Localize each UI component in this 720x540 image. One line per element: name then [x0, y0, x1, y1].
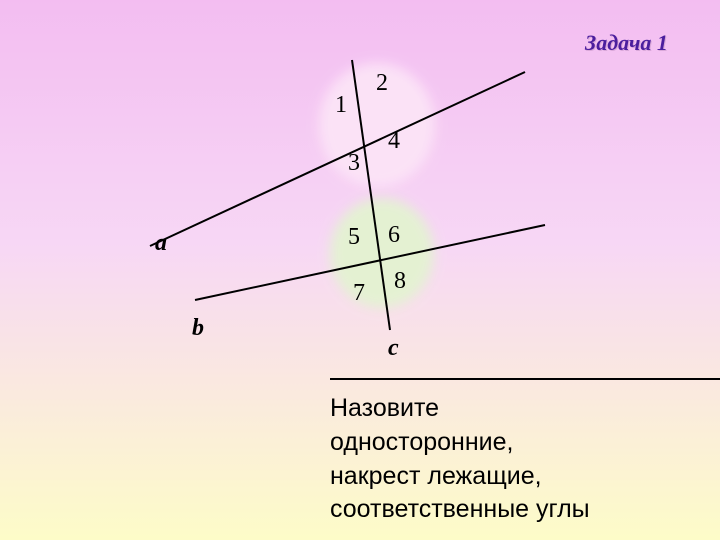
slide-content: Задача 1 a b c 1 2 3 4 5 6 7 8 Назовите …	[0, 0, 720, 540]
angle-1: 1	[335, 92, 347, 119]
angle-5: 5	[348, 224, 360, 251]
angle-7: 7	[353, 280, 365, 307]
task-title: Задача 1	[585, 30, 668, 56]
question-line: Назовите	[330, 392, 720, 426]
angle-6: 6	[388, 222, 400, 249]
label-line-b: b	[192, 315, 204, 342]
angle-8: 8	[394, 268, 406, 295]
question-line: накрест лежащие,	[330, 460, 720, 494]
angle-2: 2	[376, 70, 388, 97]
question-text: Назовите односторонние, накрест лежащие,…	[330, 392, 720, 527]
angle-3: 3	[348, 150, 360, 177]
angle-4: 4	[388, 128, 400, 155]
question-line: односторонние,	[330, 426, 720, 460]
question-divider	[330, 378, 720, 380]
label-line-a: a	[155, 230, 167, 257]
label-line-c: c	[388, 335, 399, 362]
question-line: соответственные углы	[330, 493, 720, 527]
